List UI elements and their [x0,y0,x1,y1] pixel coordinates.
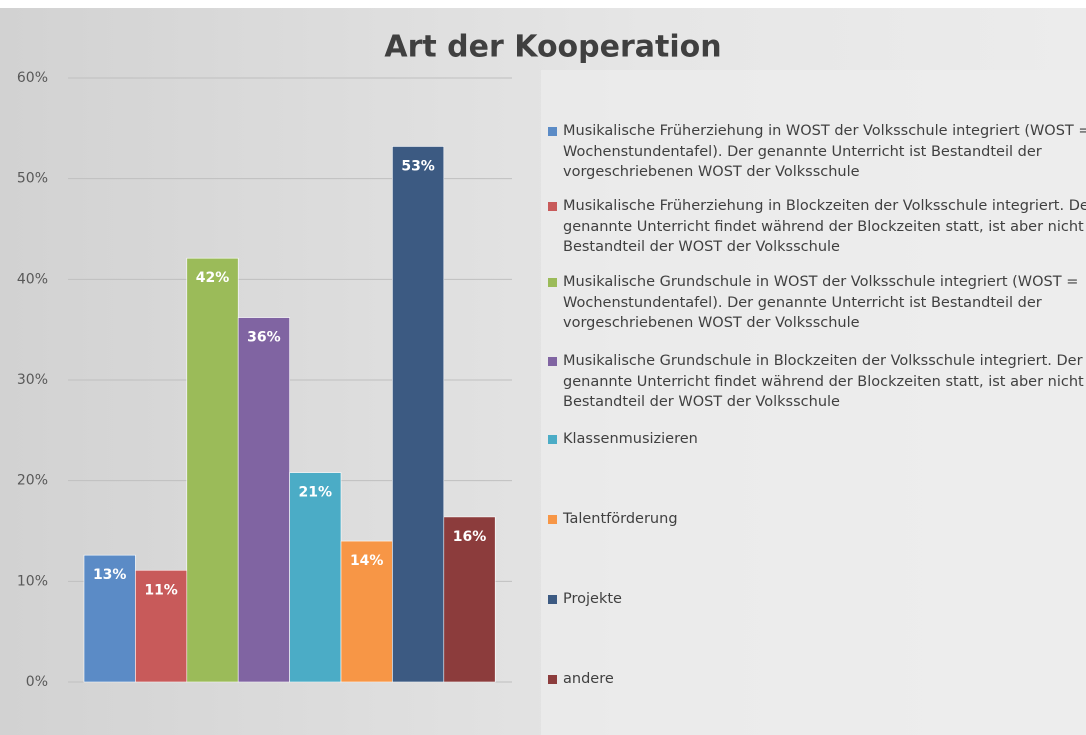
legend-swatch [548,278,557,287]
legend-swatch [548,127,557,136]
chart-title: Art der Kooperation [384,30,721,65]
data-label: 14% [350,553,384,569]
legend-label: Musikalische Grundschule in Blockzeiten … [563,353,1084,410]
legend-label: Musikalische Grundschule in WOST der Vol… [563,274,1079,331]
legend-swatch [548,515,557,524]
legend-label: andere [563,671,614,687]
data-label: 11% [144,582,178,598]
data-label: 21% [299,485,333,501]
data-label: 13% [93,567,127,583]
legend-swatch [548,595,557,604]
legend-label: Projekte [563,591,622,607]
legend-swatch [548,435,557,444]
legend-item: Musikalische Früherziehung in WOST der V… [548,121,1086,183]
top-strip [0,0,1086,8]
data-label: 42% [196,270,230,286]
bar [83,554,136,683]
y-tick-label: 40% [17,271,48,287]
legend-item: Musikalische Grundschule in WOST der Vol… [548,272,1086,334]
legend-item: andere [548,669,1086,690]
bar [443,516,496,683]
legend-label: Musikalische Früherziehung in WOST der V… [563,123,1086,180]
legend-item: Klassenmusizieren [548,429,1086,450]
y-tick-label: 60% [17,70,48,86]
bar [186,257,239,683]
y-tick-label: 50% [17,171,48,187]
bar [340,540,393,683]
legend-label: Talentförderung [563,511,678,527]
legend-item: Projekte [548,589,1086,610]
data-label: 36% [247,330,281,346]
legend-swatch [548,675,557,684]
data-label: 53% [401,158,435,174]
legend-panel [541,70,1086,735]
legend-swatch [548,202,557,211]
legend-item: Talentförderung [548,509,1086,530]
y-tick-label: 0% [26,674,48,690]
bar [135,569,188,683]
bar [237,317,290,683]
legend-swatch [548,357,557,366]
y-tick-label: 10% [17,573,48,589]
legend-label: Musikalische Früherziehung in Blockzeite… [563,198,1086,255]
bar [392,146,445,683]
legend-label: Klassenmusizieren [563,431,698,447]
legend-item: Musikalische Früherziehung in Blockzeite… [548,196,1086,258]
y-tick-label: 20% [17,473,48,489]
y-tick-label: 30% [17,372,48,388]
bar [289,472,342,683]
legend-item: Musikalische Grundschule in Blockzeiten … [548,351,1086,413]
data-label: 16% [453,529,487,545]
